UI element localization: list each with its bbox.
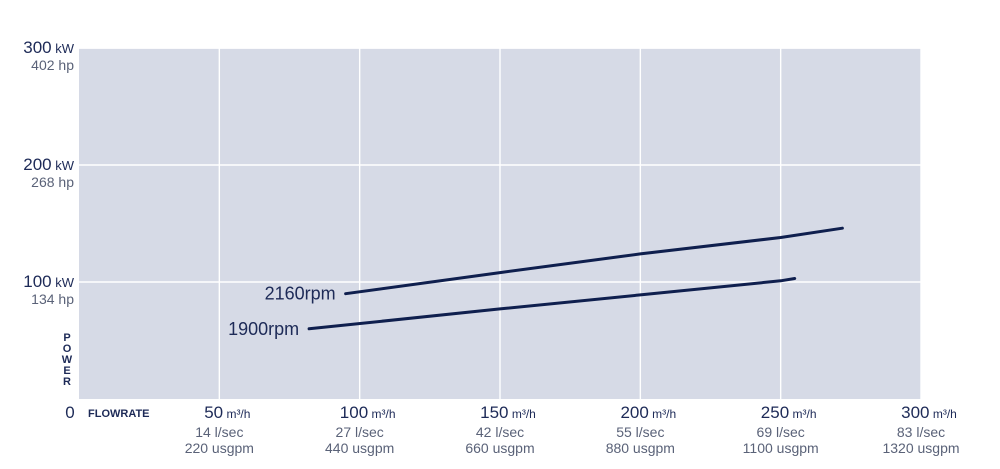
series-1900rpm: 1900rpm <box>228 277 797 339</box>
x-tick-sub-label-2: 880 usgpm <box>606 440 675 456</box>
x-tick-label: 200 m³/h <box>620 403 676 422</box>
x-tick-sub-label-2: 220 usgpm <box>185 440 254 456</box>
y-tick-sub-label: 402 hp <box>31 57 74 73</box>
x-tick-sub-label-2: 1100 usgpm <box>743 440 819 456</box>
series-label: 1900rpm <box>228 319 299 339</box>
x-tick-sub-label: 27 l/sec <box>336 424 384 440</box>
y-tick-label: 200 kW <box>23 155 74 174</box>
x-tick-sub-label: 42 l/sec <box>476 424 524 440</box>
x-tick-sub-label-2: 1320 usgpm <box>882 440 959 456</box>
x-tick-label: 300 m³/h <box>901 403 957 422</box>
series-2160rpm: 2160rpm <box>265 226 844 304</box>
y-axis-letter: W <box>62 354 73 366</box>
x-tick-sub-label: 55 l/sec <box>616 424 664 440</box>
series-line <box>344 226 844 296</box>
series-line <box>307 277 797 331</box>
x-tick-sub-label: 69 l/sec <box>757 424 805 440</box>
x-tick-label: 100 m³/h <box>340 403 396 422</box>
y-axis-letter: P <box>63 332 70 344</box>
x-tick-sub-label-2: 660 usgpm <box>465 440 534 456</box>
origin-label: 0 <box>65 403 74 422</box>
y-tick-label: 100 kW <box>23 272 74 291</box>
x-tick-label: 250 m³/h <box>761 403 817 422</box>
y-axis-letter: O <box>63 343 72 355</box>
y-axis-letter: R <box>63 376 71 388</box>
x-tick-label: 50 m³/h <box>204 403 250 422</box>
y-tick-label: 300 kW <box>23 38 74 57</box>
y-tick-sub-label: 134 hp <box>31 291 74 307</box>
y-axis-letter: E <box>63 365 70 377</box>
x-axis-label: FLOWRATE <box>88 408 150 420</box>
x-tick-sub-label: 14 l/sec <box>195 424 243 440</box>
x-tick-label: 150 m³/h <box>480 403 536 422</box>
series-label: 2160rpm <box>265 284 336 304</box>
y-tick-sub-label: 268 hp <box>31 174 74 190</box>
x-tick-sub-label: 83 l/sec <box>897 424 945 440</box>
x-tick-sub-label-2: 440 usgpm <box>325 440 394 456</box>
